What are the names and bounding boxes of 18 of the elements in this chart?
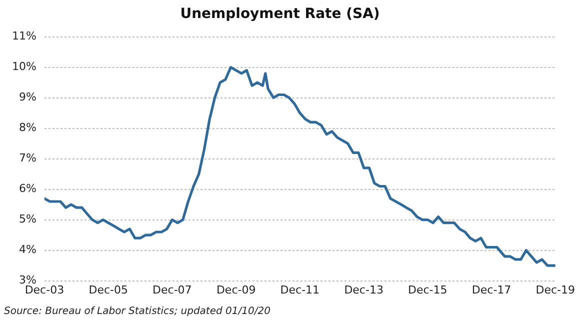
x-tick-label: Dec-09 xyxy=(216,283,256,296)
x-tick-label: Dec-05 xyxy=(88,283,128,296)
y-tick-label: 9% xyxy=(18,90,36,104)
chart-title: Unemployment Rate (SA) xyxy=(180,6,380,22)
y-tick-label: 7% xyxy=(18,152,36,165)
y-tick-label: 10% xyxy=(12,60,36,74)
x-tick-label: Dec-13 xyxy=(344,283,384,296)
x-tick-label: Dec-07 xyxy=(152,283,192,296)
y-tick-label: 6% xyxy=(18,182,36,196)
y-tick-label: 4% xyxy=(18,243,36,256)
x-tick-label: Dec-15 xyxy=(408,283,448,296)
y-tick-label: 11% xyxy=(12,30,36,43)
y-tick-label: 5% xyxy=(18,212,36,226)
x-tick-label: Dec-19 xyxy=(536,283,576,296)
y-tick-label: 8% xyxy=(18,121,36,134)
x-tick-label: Dec-17 xyxy=(472,283,512,296)
source-note: Source: Bureau of Labor Statistics; updated 01/10/20 xyxy=(4,306,270,317)
x-tick-label: Dec-11 xyxy=(280,283,320,296)
